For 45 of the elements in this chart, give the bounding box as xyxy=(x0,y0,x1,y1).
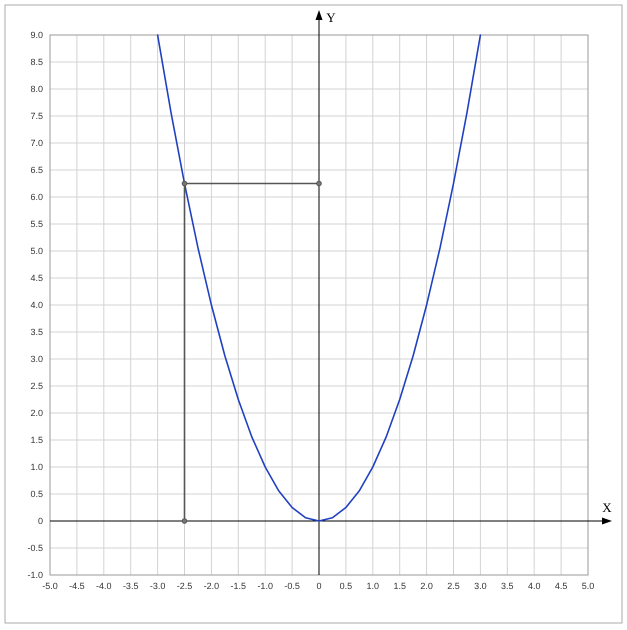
y-tick-label: 7.5 xyxy=(30,111,43,121)
y-tick-label: 7.0 xyxy=(30,138,43,148)
x-tick-label: 2.0 xyxy=(420,581,433,591)
x-tick-label: -1.5 xyxy=(230,581,246,591)
x-axis-title: X xyxy=(602,500,612,515)
y-tick-label: 1.5 xyxy=(30,435,43,445)
y-tick-label: 2.5 xyxy=(30,381,43,391)
x-tick-label: -0.5 xyxy=(284,581,300,591)
y-tick-label: 0 xyxy=(38,516,43,526)
y-tick-label: -1.0 xyxy=(27,570,43,580)
x-tick-label: 1.0 xyxy=(366,581,380,591)
y-tick-label: 8.0 xyxy=(30,84,43,94)
line-series xyxy=(156,34,482,522)
y-tick-label: 9.0 xyxy=(30,30,43,40)
y-tick-label: 5.5 xyxy=(30,219,43,229)
y-tick-label: 5.0 xyxy=(30,246,43,256)
x-tick-label: -4.5 xyxy=(69,581,85,591)
y-tick-label: -0.5 xyxy=(27,543,43,553)
y-tick-label: 4.0 xyxy=(30,300,43,310)
y-tick-label: 3.0 xyxy=(30,354,43,364)
x-tick-label: 3.0 xyxy=(474,581,487,591)
x-tick-label: -2.5 xyxy=(176,581,192,591)
x-tick-label: 5.0 xyxy=(582,581,594,591)
y-tick-label: 6.5 xyxy=(30,165,43,175)
x-tick-label: -3.5 xyxy=(122,581,138,591)
y-tick-label: 6.0 xyxy=(30,192,43,202)
x-tick-label: 0.5 xyxy=(340,581,352,591)
x-tick-label: 0 xyxy=(316,581,322,591)
y-tick-label: 1.0 xyxy=(30,462,43,472)
x-tick-label: -3.0 xyxy=(150,581,166,591)
y-tick-label: 0.5 xyxy=(30,489,43,499)
x-tick-label: 4.0 xyxy=(528,581,540,591)
y-tick-label: 3.5 xyxy=(30,327,43,337)
x-tick-label: 1.5 xyxy=(393,581,406,591)
x-tick-label: 2.5 xyxy=(447,581,460,591)
x-tick-label: 4.5 xyxy=(554,581,568,591)
y-tick-label: 8.5 xyxy=(30,57,43,67)
y-axis-title: Y xyxy=(326,10,336,25)
x-tick-label: -5.0 xyxy=(42,581,58,591)
y-tick-label: 4.5 xyxy=(30,273,43,283)
x-tick-label: 3.5 xyxy=(501,581,514,591)
x-tick-label: -1.0 xyxy=(257,581,273,591)
y-tick-label: 2.0 xyxy=(30,408,43,418)
x-tick-label: -4.0 xyxy=(96,581,112,591)
x-tick-label: -2.0 xyxy=(204,581,220,591)
